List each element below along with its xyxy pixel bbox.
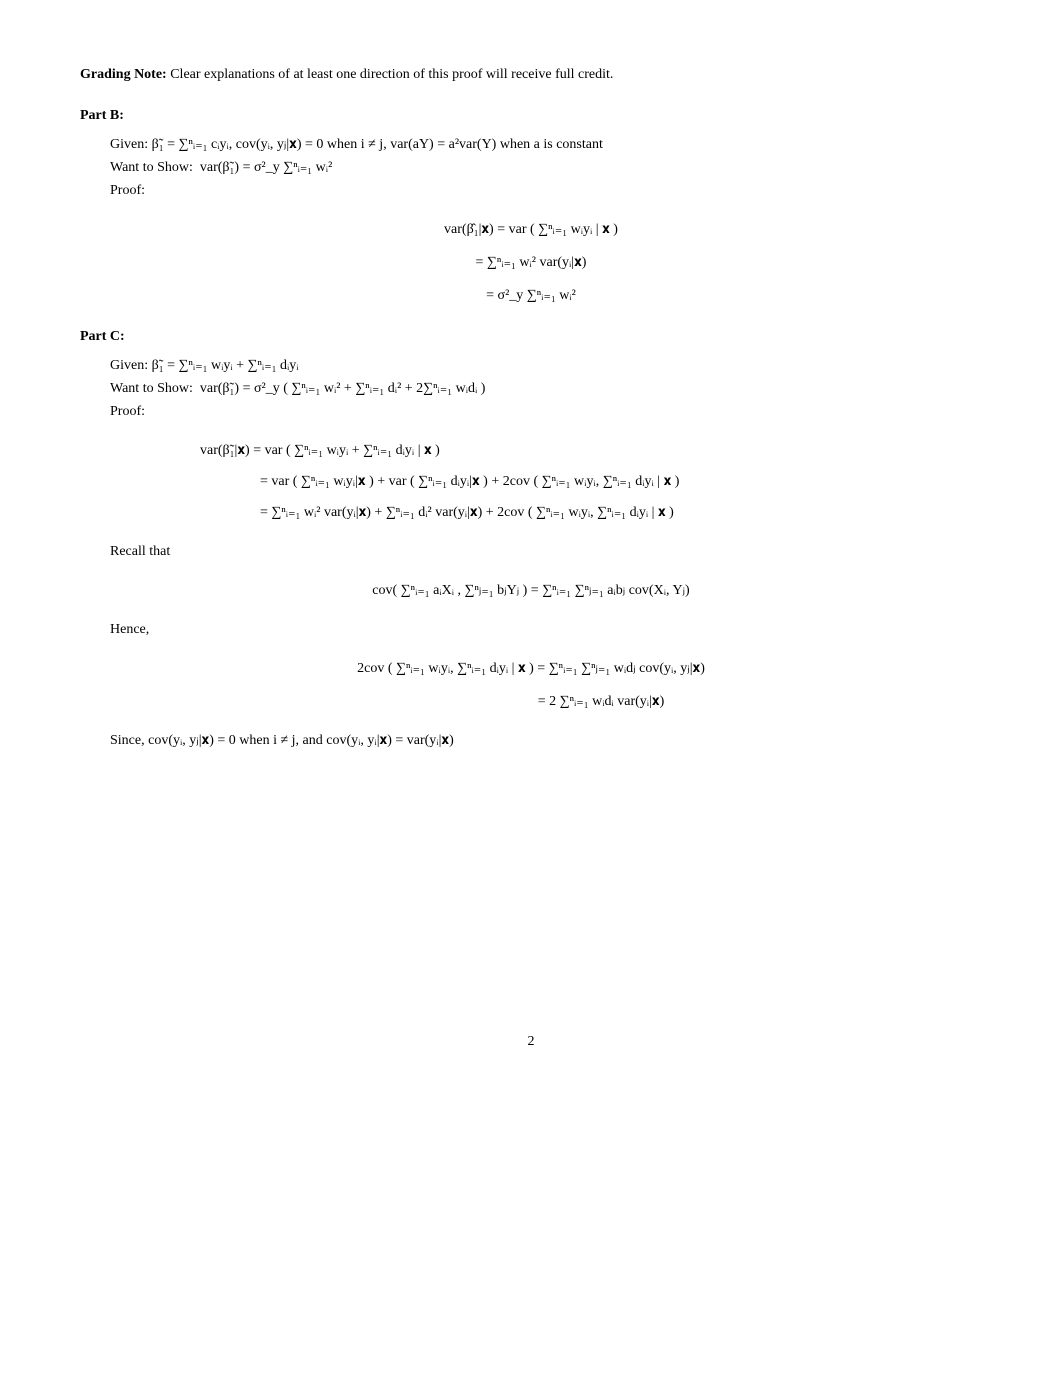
part-b-heading: Part B:	[80, 105, 982, 126]
grading-note-label: Grading Note:	[80, 67, 167, 82]
grading-note: Grading Note: Clear explanations of at l…	[80, 64, 982, 85]
want-label: Want to Show:	[110, 160, 193, 175]
part-b-given: Given: β̃₁ = ∑ⁿᵢ₌₁ cᵢyᵢ, cov(yᵢ, yⱼ|𝐱) =…	[110, 134, 982, 155]
hence-display-l1: 2cov ( ∑ⁿᵢ₌₁ wᵢyᵢ, ∑ⁿᵢ₌₁ dᵢyᵢ | 𝐱 ) = ∑ⁿ…	[80, 658, 982, 679]
since-line: Since, cov(yᵢ, yⱼ|𝐱) = 0 when i ≠ j, and…	[110, 730, 982, 751]
recall-block: Recall that	[110, 541, 982, 562]
part-c-display-l3: = ∑ⁿᵢ₌₁ wᵢ² var(yᵢ|𝐱) + ∑ⁿᵢ₌₁ dᵢ² var(yᵢ…	[260, 502, 982, 523]
hence-display-l2: = 2 ∑ⁿᵢ₌₁ wᵢdᵢ var(yᵢ|𝐱)	[220, 691, 982, 712]
part-c-given-math: β̃₁ = ∑ⁿᵢ₌₁ wᵢyᵢ + ∑ⁿᵢ₌₁ dᵢyᵢ	[152, 358, 299, 373]
recall-label: Recall that	[110, 541, 982, 562]
given-label-c: Given:	[110, 358, 148, 373]
part-c-display-l2: = var ( ∑ⁿᵢ₌₁ wᵢyᵢ|𝐱 ) + var ( ∑ⁿᵢ₌₁ dᵢy…	[260, 471, 982, 492]
part-c-want-math: var(β̃₁) = σ²_y ( ∑ⁿᵢ₌₁ wᵢ² + ∑ⁿᵢ₌₁ dᵢ² …	[200, 381, 486, 396]
hence-display: 2cov ( ∑ⁿᵢ₌₁ wᵢyᵢ, ∑ⁿᵢ₌₁ dᵢyᵢ | 𝐱 ) = ∑ⁿ…	[80, 658, 982, 712]
part-b-want-math: var(β̃₁) = σ²_y ∑ⁿᵢ₌₁ wᵢ²	[200, 160, 332, 175]
part-b-display-l1: var(β̂₁|𝐱) = var ( ∑ⁿᵢ₌₁ wᵢyᵢ | 𝐱 )	[80, 219, 982, 240]
part-c-body: Given: β̃₁ = ∑ⁿᵢ₌₁ wᵢyᵢ + ∑ⁿᵢ₌₁ dᵢyᵢ Wan…	[110, 355, 982, 422]
part-c-display-1: var(β̃₁|𝐱) = var ( ∑ⁿᵢ₌₁ wᵢyᵢ + ∑ⁿᵢ₌₁ dᵢ…	[200, 440, 982, 523]
grading-note-text: Clear explanations of at least one direc…	[167, 67, 614, 82]
part-b-display-l3: = σ²_y ∑ⁿᵢ₌₁ wᵢ²	[80, 285, 982, 306]
part-c-proof-label: Proof:	[110, 401, 982, 422]
part-b-proof-label: Proof:	[110, 180, 982, 201]
given-label: Given:	[110, 137, 148, 152]
part-c-want: Want to Show: var(β̃₁) = σ²_y ( ∑ⁿᵢ₌₁ wᵢ…	[110, 378, 982, 399]
part-c-heading: Part C:	[80, 326, 982, 347]
since-block: Since, cov(yᵢ, yⱼ|𝐱) = 0 when i ≠ j, and…	[110, 730, 982, 751]
want-label-c: Want to Show:	[110, 381, 193, 396]
part-b-display-l2: = ∑ⁿᵢ₌₁ wᵢ² var(yᵢ|𝐱)	[80, 252, 982, 273]
hence-label: Hence,	[110, 619, 982, 640]
part-b-want: Want to Show: var(β̃₁) = σ²_y ∑ⁿᵢ₌₁ wᵢ²	[110, 157, 982, 178]
part-c-given: Given: β̃₁ = ∑ⁿᵢ₌₁ wᵢyᵢ + ∑ⁿᵢ₌₁ dᵢyᵢ	[110, 355, 982, 376]
hence-block: Hence,	[110, 619, 982, 640]
part-b-display: var(β̂₁|𝐱) = var ( ∑ⁿᵢ₌₁ wᵢyᵢ | 𝐱 ) = ∑ⁿ…	[80, 219, 982, 306]
recall-display: cov( ∑ⁿᵢ₌₁ aᵢXᵢ , ∑ⁿⱼ₌₁ bⱼYⱼ ) = ∑ⁿᵢ₌₁ ∑…	[80, 580, 982, 601]
part-b-body: Given: β̃₁ = ∑ⁿᵢ₌₁ cᵢyᵢ, cov(yᵢ, yⱼ|𝐱) =…	[110, 134, 982, 201]
part-c-display-l1: var(β̃₁|𝐱) = var ( ∑ⁿᵢ₌₁ wᵢyᵢ + ∑ⁿᵢ₌₁ dᵢ…	[200, 440, 982, 461]
page-number: 2	[80, 1031, 982, 1052]
part-b-given-math: β̃₁ = ∑ⁿᵢ₌₁ cᵢyᵢ, cov(yᵢ, yⱼ|𝐱) = 0 when…	[152, 137, 603, 152]
